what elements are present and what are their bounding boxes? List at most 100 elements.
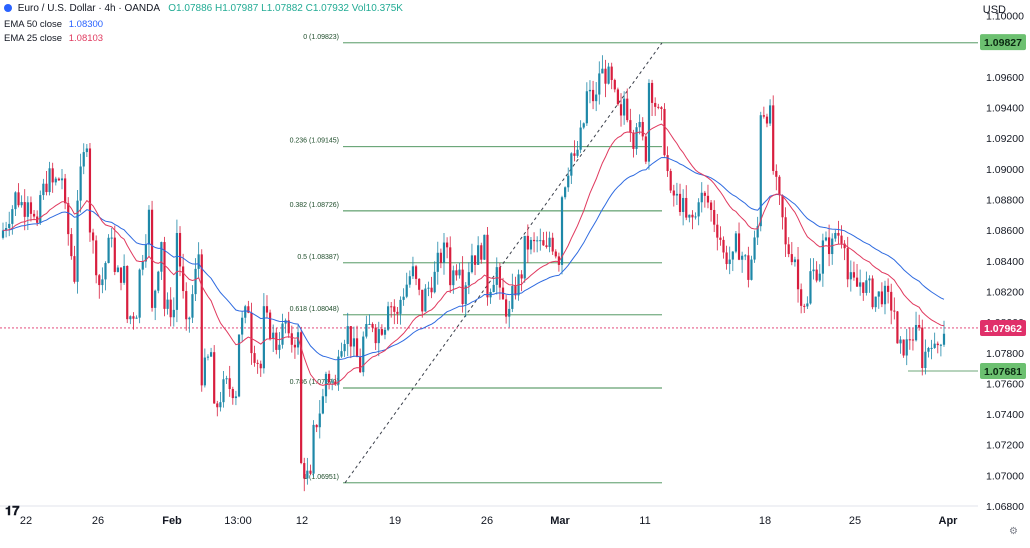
- candle-body[interactable]: [675, 193, 679, 196]
- candle-body[interactable]: [843, 243, 846, 249]
- candle-body[interactable]: [616, 89, 620, 105]
- candle-body[interactable]: [663, 108, 666, 156]
- candle-body[interactable]: [666, 155, 669, 172]
- candle-body[interactable]: [166, 299, 169, 309]
- candle-body[interactable]: [141, 261, 144, 270]
- candle-body[interactable]: [253, 353, 256, 363]
- candle-body[interactable]: [436, 252, 439, 272]
- candle-body[interactable]: [259, 363, 262, 369]
- candle-body[interactable]: [244, 306, 247, 318]
- candle-body[interactable]: [380, 329, 383, 335]
- candle-body[interactable]: [924, 351, 927, 369]
- candle-body[interactable]: [495, 267, 498, 285]
- candle-body[interactable]: [784, 217, 787, 245]
- candle-body[interactable]: [85, 148, 88, 153]
- candle-body[interactable]: [700, 192, 703, 203]
- candle-body[interactable]: [219, 402, 222, 408]
- candle-body[interactable]: [123, 265, 126, 283]
- candle-body[interactable]: [629, 120, 632, 133]
- candle-body[interactable]: [772, 105, 775, 171]
- candle-body[interactable]: [694, 216, 697, 218]
- candle-body[interactable]: [470, 255, 474, 273]
- candle-body[interactable]: [182, 266, 185, 292]
- candle-body[interactable]: [855, 277, 859, 287]
- candle-body[interactable]: [104, 263, 107, 280]
- candle-body[interactable]: [539, 240, 542, 242]
- candle-body[interactable]: [644, 136, 647, 162]
- candle-body[interactable]: [486, 234, 489, 298]
- candle-body[interactable]: [936, 343, 939, 346]
- candle-body[interactable]: [346, 326, 349, 344]
- candle-body[interactable]: [321, 396, 324, 414]
- candle-body[interactable]: [101, 279, 104, 286]
- candle-body[interactable]: [874, 296, 877, 308]
- candle-body[interactable]: [604, 68, 607, 84]
- candle-body[interactable]: [660, 107, 663, 109]
- candle-body[interactable]: [439, 252, 442, 263]
- candle-body[interactable]: [216, 403, 219, 408]
- candle-body[interactable]: [197, 254, 200, 269]
- candle-body[interactable]: [865, 280, 868, 293]
- candle-body[interactable]: [408, 276, 411, 285]
- candle-body[interactable]: [154, 290, 157, 308]
- candle-body[interactable]: [598, 73, 601, 95]
- candle-body[interactable]: [601, 68, 604, 74]
- candle-body[interactable]: [607, 66, 610, 84]
- candle-body[interactable]: [526, 235, 529, 250]
- candle-body[interactable]: [567, 175, 570, 188]
- candle-body[interactable]: [511, 286, 514, 309]
- candle-body[interactable]: [396, 311, 399, 314]
- candle-body[interactable]: [88, 148, 92, 233]
- candle-body[interactable]: [706, 195, 710, 203]
- candle-body[interactable]: [747, 255, 750, 280]
- candle-body[interactable]: [70, 234, 73, 257]
- candle-body[interactable]: [355, 338, 359, 358]
- candle-body[interactable]: [20, 202, 23, 206]
- candle-body[interactable]: [278, 344, 281, 350]
- candle-body[interactable]: [383, 329, 387, 335]
- candle-body[interactable]: [911, 339, 915, 341]
- candle-body[interactable]: [759, 115, 762, 227]
- candle-body[interactable]: [827, 237, 831, 255]
- candle-body[interactable]: [803, 305, 806, 307]
- candle-body[interactable]: [119, 267, 123, 283]
- candle-body[interactable]: [262, 306, 265, 369]
- candle-body[interactable]: [756, 226, 759, 238]
- candle-body[interactable]: [834, 232, 837, 239]
- candle-body[interactable]: [91, 232, 95, 241]
- candle-body[interactable]: [862, 282, 865, 293]
- candle-body[interactable]: [619, 104, 623, 116]
- candle-body[interactable]: [775, 170, 778, 177]
- symbol-title[interactable]: Euro / U.S. Dollar · 4h · OANDA: [17, 3, 160, 14]
- candle-body[interactable]: [296, 332, 300, 348]
- candle-body[interactable]: [293, 344, 297, 348]
- candle-body[interactable]: [126, 265, 129, 320]
- candle-body[interactable]: [157, 271, 160, 291]
- candle-body[interactable]: [129, 316, 132, 320]
- candle-body[interactable]: [545, 245, 548, 248]
- candle-body[interactable]: [421, 289, 424, 312]
- candle-body[interactable]: [237, 334, 241, 397]
- candle-body[interactable]: [520, 274, 523, 279]
- candle-body[interactable]: [234, 396, 238, 399]
- candle-body[interactable]: [890, 291, 893, 311]
- candle-body[interactable]: [23, 202, 26, 217]
- candle-body[interactable]: [473, 255, 477, 265]
- candle-body[interactable]: [309, 470, 312, 474]
- candle-body[interactable]: [790, 254, 793, 263]
- candle-body[interactable]: [287, 320, 290, 334]
- candle-body[interactable]: [480, 245, 483, 260]
- candle-body[interactable]: [331, 381, 334, 383]
- candle-body[interactable]: [573, 153, 576, 156]
- candle-body[interactable]: [433, 271, 436, 293]
- candle-body[interactable]: [930, 347, 933, 349]
- candle-body[interactable]: [846, 248, 849, 280]
- candle-body[interactable]: [942, 333, 946, 345]
- candle-body[interactable]: [188, 317, 191, 320]
- candle-body[interactable]: [337, 356, 340, 385]
- candle-body[interactable]: [206, 356, 210, 358]
- candle-body[interactable]: [362, 336, 365, 373]
- candle-body[interactable]: [536, 240, 539, 242]
- candle-body[interactable]: [343, 343, 346, 352]
